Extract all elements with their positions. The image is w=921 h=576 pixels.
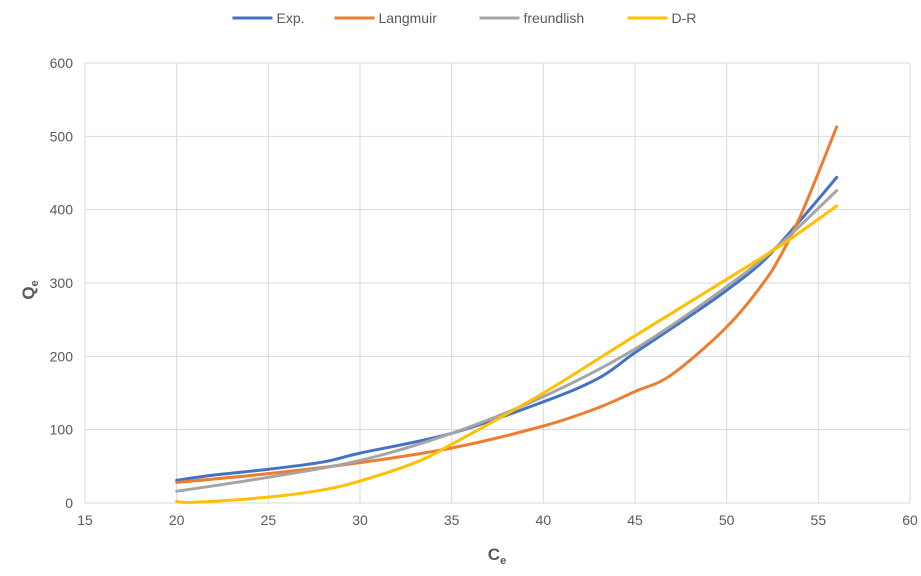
legend-item-exp: Exp. [232,10,305,26]
legend-item-freundlish: freundlish [479,10,585,26]
y-tick-label: 600 [50,55,74,71]
x-tick-label: 55 [811,512,827,528]
y-tick-label: 500 [50,128,74,144]
y-tick-label: 0 [65,495,73,511]
legend-label: freundlish [524,10,585,26]
series-line-freundlish [175,189,839,493]
grid [84,62,911,504]
legend-label: Langmuir [379,10,438,26]
y-tick-label: 100 [50,422,74,438]
y-axis-title-sub: e [29,280,41,286]
x-tick-label: 35 [444,512,460,528]
y-axis-title-main: Q [19,286,38,299]
legend-item-d-r: D-R [627,10,697,26]
x-axis-title-sub: e [500,555,506,567]
x-tick-label: 25 [261,512,277,528]
series-layer [175,125,839,504]
x-tick-label: 40 [536,512,552,528]
y-axis-title: Qe [19,280,41,299]
series-line-d-r [175,204,839,504]
legend-item-langmuir: Langmuir [334,10,438,26]
series-line-langmuir [175,125,839,484]
x-tick-label: 60 [902,512,918,528]
series-line-exp [175,175,839,482]
x-axis-title-main: C [488,545,500,564]
x-tick-label: 20 [169,512,185,528]
y-tick-label: 400 [50,202,74,218]
x-axis-title: Ce [488,545,506,567]
x-tick-label: 45 [627,512,643,528]
y-tick-label: 200 [50,348,74,364]
y-tick-label: 300 [50,275,74,291]
x-tick-label: 15 [77,512,93,528]
legend: Exp. Langmuir freundlish D-R [232,10,697,26]
x-tick-label: 50 [719,512,735,528]
tick-layer: 0 100 200 300 400 500 600 15 20 25 30 35 40 45 50 55 60 [50,55,918,528]
legend-label: D-R [672,10,697,26]
x-tick-label: 30 [352,512,368,528]
legend-label: Exp. [277,10,305,26]
